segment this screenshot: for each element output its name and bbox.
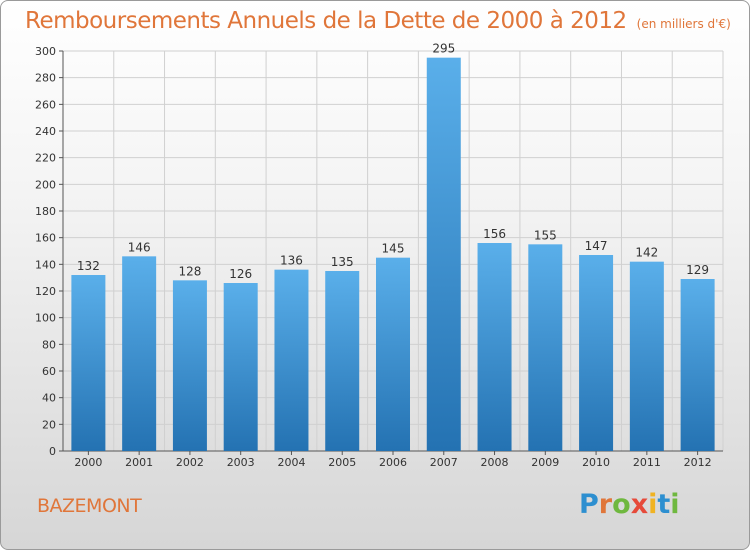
data-label: 142 <box>635 246 658 260</box>
y-tick-label: 260 <box>35 98 56 111</box>
logo-letter: i <box>648 489 658 520</box>
bar <box>325 271 360 451</box>
x-tick-label: 2001 <box>125 456 153 469</box>
data-label: 156 <box>483 227 506 241</box>
y-tick-labels: 0 20 40 60 80 100 120 140 160 180 200 220 240 260 280 3… <box>35 45 56 458</box>
bar <box>528 244 563 451</box>
y-tick-label: 80 <box>42 338 56 351</box>
logo-letter: r <box>598 489 613 520</box>
data-label: 135 <box>331 255 354 269</box>
bar <box>477 243 512 451</box>
y-tick-label: 220 <box>35 152 56 165</box>
data-label: 129 <box>686 263 709 277</box>
bar <box>172 280 207 451</box>
y-tick-label: 160 <box>35 232 56 245</box>
x-tick-labels: 2000 2001 2002 2003 2004 2005 2006 2007 2008 2009… <box>74 456 711 469</box>
data-label: 155 <box>534 228 557 242</box>
bar <box>426 57 461 452</box>
y-tick-label: 200 <box>35 178 56 191</box>
data-label: 136 <box>280 254 303 268</box>
bar <box>274 269 309 451</box>
logo-letter: i <box>670 489 680 520</box>
y-tick-label: 300 <box>35 45 56 58</box>
bar <box>579 255 614 451</box>
logo-letter: x <box>630 489 649 520</box>
data-label: 126 <box>229 267 252 281</box>
y-tick-label: 240 <box>35 125 56 138</box>
logo-letter: o <box>612 489 631 520</box>
y-tick-label: 20 <box>42 418 56 431</box>
x-tick-label: 2003 <box>227 456 255 469</box>
bar <box>122 256 157 451</box>
data-labels: 132 146 128 126 136 135 145 295 156 155 147 142 129 <box>77 42 709 281</box>
proxiti-logo: Proxiti <box>579 489 680 520</box>
x-tick-label: 2011 <box>633 456 661 469</box>
y-tick-label: 60 <box>42 365 56 378</box>
y-tick-label: 0 <box>49 445 56 458</box>
data-label: 132 <box>77 259 100 273</box>
chart-title-text: Remboursements Annuels de la Dette de 20… <box>25 8 627 34</box>
logo-letter: P <box>579 489 599 520</box>
bar <box>629 261 664 451</box>
x-tick-label: 2005 <box>328 456 356 469</box>
y-tick-label: 280 <box>35 72 56 85</box>
y-tick-label: 180 <box>35 205 56 218</box>
x-tick-label: 2002 <box>176 456 204 469</box>
bar <box>376 257 410 451</box>
x-tick-label: 2010 <box>582 456 610 469</box>
bar <box>680 279 715 451</box>
x-tick-label: 2007 <box>430 456 458 469</box>
data-label: 128 <box>178 264 201 278</box>
y-tick-label: 120 <box>35 285 56 298</box>
y-tick-label: 100 <box>35 312 56 325</box>
bars <box>71 57 715 452</box>
x-tick-label: 2006 <box>379 456 407 469</box>
town-name: BAZEMONT <box>37 495 142 517</box>
chart-subtitle: (en milliers d'€) <box>636 17 731 31</box>
x-tick-label: 2008 <box>481 456 509 469</box>
data-label: 147 <box>585 239 608 253</box>
x-tick-label: 2004 <box>277 456 305 469</box>
bar <box>223 283 258 451</box>
data-label: 295 <box>432 42 455 56</box>
logo-letter: t <box>657 489 671 520</box>
bar <box>71 275 106 451</box>
chart-title: Remboursements Annuels de la Dette de 20… <box>25 8 731 34</box>
x-tick-label: 2012 <box>684 456 712 469</box>
y-tick-label: 140 <box>35 258 56 271</box>
x-tick-label: 2000 <box>74 456 102 469</box>
x-tick-label: 2009 <box>531 456 559 469</box>
data-label: 146 <box>128 240 151 254</box>
data-label: 145 <box>382 242 405 256</box>
y-tick-label: 40 <box>42 392 56 405</box>
